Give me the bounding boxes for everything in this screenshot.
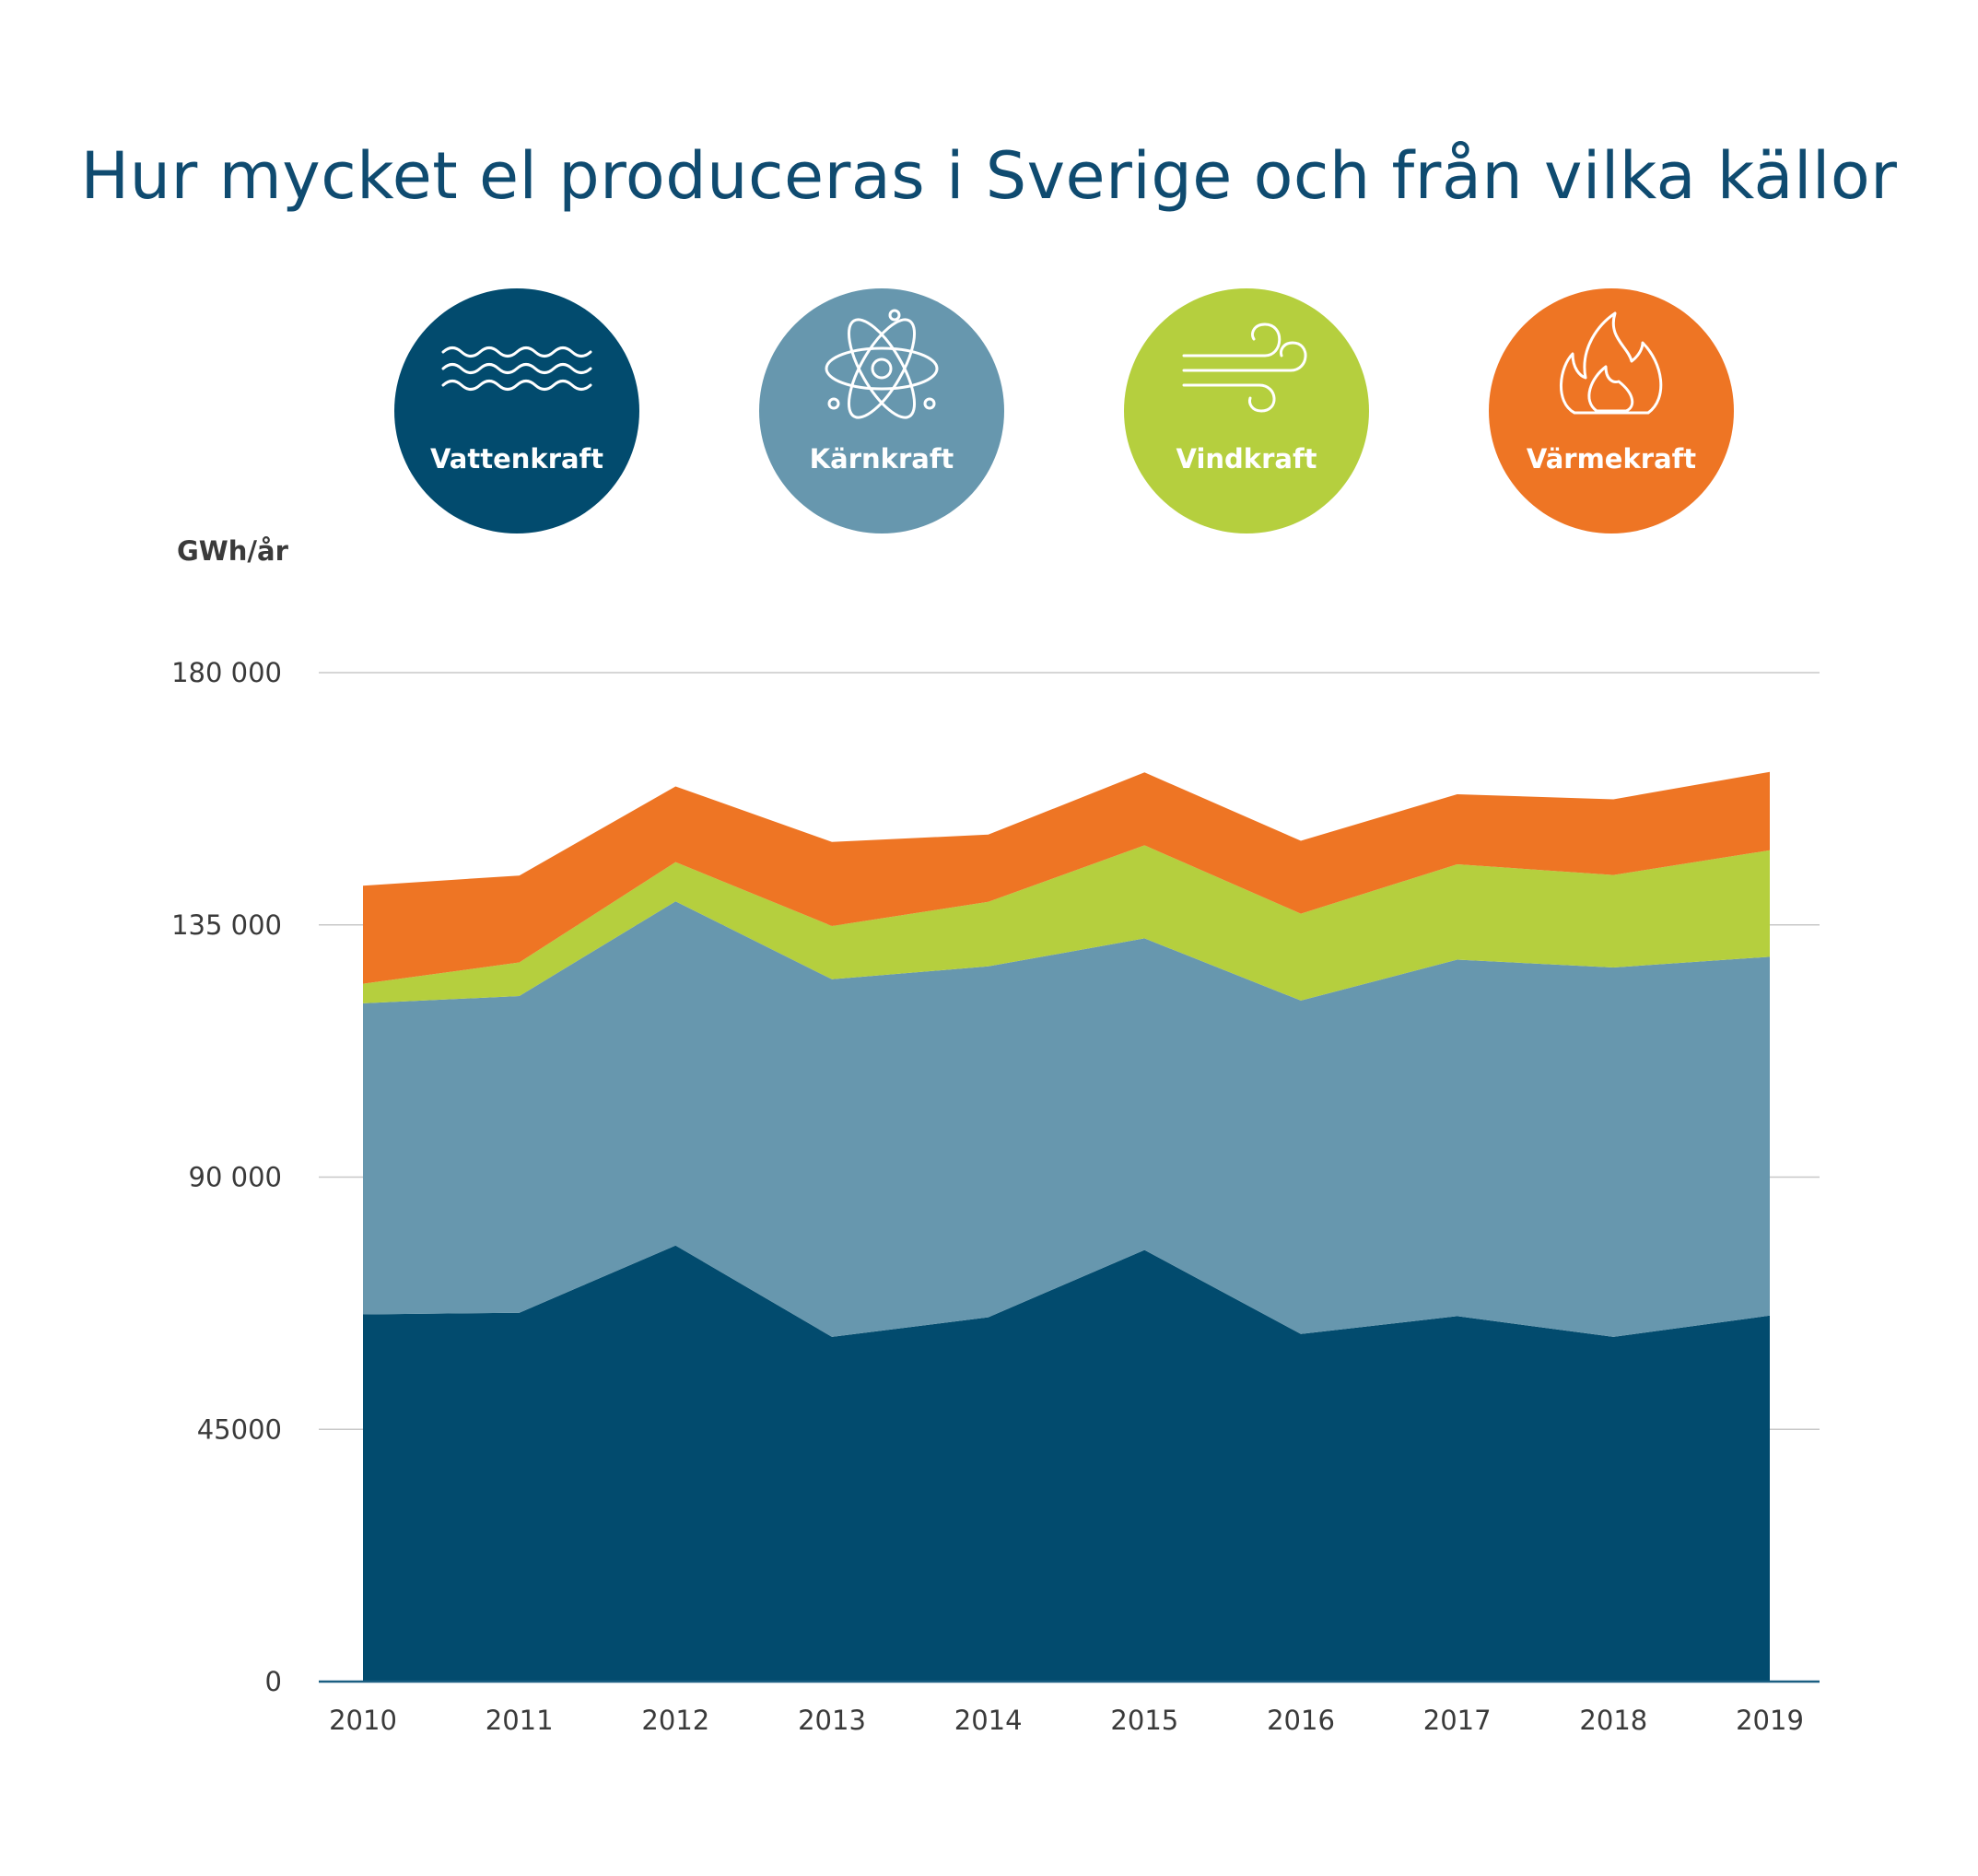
x-tick-label: 2014 (954, 1705, 1023, 1736)
legend-label: Kärnkraft (810, 443, 954, 475)
x-tick-label: 2013 (798, 1705, 866, 1736)
x-tick-label: 2019 (1736, 1705, 1804, 1736)
y-axis-tick-labels: 0 45000 90 000 135 000 180 000 (171, 657, 282, 1697)
legend-label: Vindkraft (1176, 443, 1317, 475)
wind-icon (1182, 322, 1307, 413)
x-axis-tick-labels: 2010 2011 2012 2013 2014 2015 2016 2017 2018 2019 (329, 1705, 1804, 1736)
y-tick-label: 45000 (197, 1413, 282, 1445)
y-tick-label: 180 000 (171, 657, 282, 688)
legend-circle (394, 288, 639, 533)
area-v-rmekraft (363, 771, 1770, 984)
legend-label: Värmekraft (1527, 443, 1696, 475)
chart-title: Hur mycket el produceras i Sverige och f… (80, 138, 1898, 214)
atom-icon (825, 309, 939, 419)
area-k-rnkraft (363, 901, 1770, 1337)
x-tick-label: 2016 (1267, 1705, 1335, 1736)
legend: Vattenkraft Kärnkraft Vindkraft Värmekraft (394, 288, 1734, 533)
x-tick-label: 2012 (641, 1705, 709, 1736)
legend-item-vindkraft: Vindkraft (1124, 288, 1369, 533)
legend-label: Vattenkraft (430, 443, 603, 475)
y-axis-unit-label: GWh/år (177, 535, 289, 567)
x-tick-label: 2015 (1110, 1705, 1178, 1736)
x-tick-label: 2017 (1423, 1705, 1492, 1736)
area-series (363, 771, 1770, 1682)
x-tick-label: 2018 (1579, 1705, 1647, 1736)
area-vindkraft (363, 845, 1770, 1003)
y-tick-label: 0 (265, 1666, 282, 1697)
legend-circle (759, 288, 1004, 533)
legend-item-vattenkraft: Vattenkraft (394, 288, 639, 533)
waves-icon (441, 346, 592, 391)
area-vattenkraft (363, 1245, 1770, 1682)
flame-icon (1560, 311, 1663, 415)
y-tick-label: 90 000 (189, 1162, 282, 1193)
legend-item-k-rnkraft: Kärnkraft (759, 288, 1004, 533)
x-tick-label: 2011 (486, 1705, 554, 1736)
legend-circle (1124, 288, 1369, 533)
y-tick-label: 135 000 (171, 909, 282, 941)
legend-item-v-rmekraft: Värmekraft (1489, 288, 1734, 533)
x-tick-label: 2010 (329, 1705, 397, 1736)
